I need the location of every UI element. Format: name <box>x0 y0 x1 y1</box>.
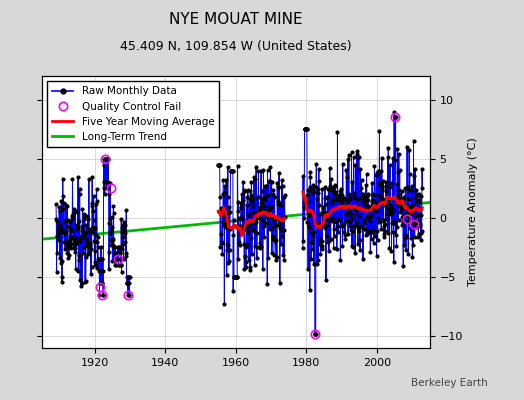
Text: 45.409 N, 109.854 W (United States): 45.409 N, 109.854 W (United States) <box>120 40 352 53</box>
Y-axis label: Temperature Anomaly (°C): Temperature Anomaly (°C) <box>468 138 478 286</box>
Text: NYE MOUAT MINE: NYE MOUAT MINE <box>169 12 303 27</box>
Legend: Raw Monthly Data, Quality Control Fail, Five Year Moving Average, Long-Term Tren: Raw Monthly Data, Quality Control Fail, … <box>47 81 220 147</box>
Text: Berkeley Earth: Berkeley Earth <box>411 378 487 388</box>
